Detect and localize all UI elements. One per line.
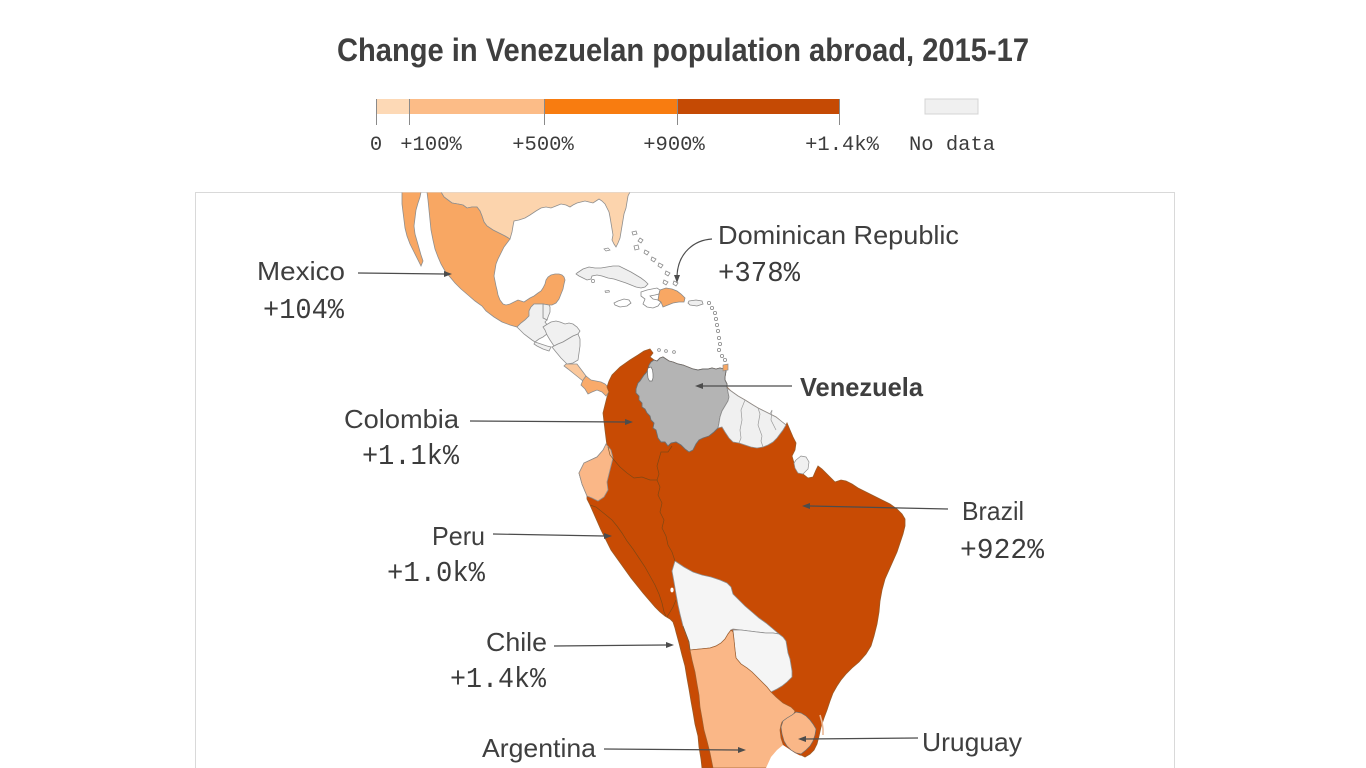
svg-text:Argentina: Argentina (482, 733, 597, 763)
svg-text:+1.4k%: +1.4k% (450, 663, 547, 696)
svg-text:Dominican Republic: Dominican Republic (718, 220, 959, 250)
svg-text:No data: No data (909, 134, 995, 157)
svg-text:+500%: +500% (512, 134, 574, 157)
svg-text:+378%: +378% (718, 257, 801, 290)
svg-text:Colombia: Colombia (344, 404, 460, 434)
svg-text:+1.0k%: +1.0k% (387, 557, 486, 590)
svg-text:Brazil: Brazil (962, 496, 1024, 526)
svg-text:+100%: +100% (400, 134, 462, 157)
svg-text:+1.1k%: +1.1k% (362, 440, 460, 473)
svg-text:Change in Venezuelan populatio: Change in Venezuelan population abroad, … (337, 32, 1029, 68)
svg-text:Venezuela: Venezuela (800, 372, 924, 402)
svg-text:+1.4k%: +1.4k% (805, 134, 880, 157)
svg-text:+900%: +900% (643, 134, 705, 157)
svg-text:Mexico: Mexico (257, 256, 345, 286)
svg-text:Uruguay: Uruguay (922, 727, 1022, 757)
svg-text:0: 0 (370, 134, 382, 157)
svg-text:Peru: Peru (432, 521, 485, 551)
svg-text:+104%: +104% (263, 294, 345, 327)
svg-text:Chile: Chile (486, 627, 547, 657)
svg-text:+922%: +922% (960, 534, 1045, 567)
